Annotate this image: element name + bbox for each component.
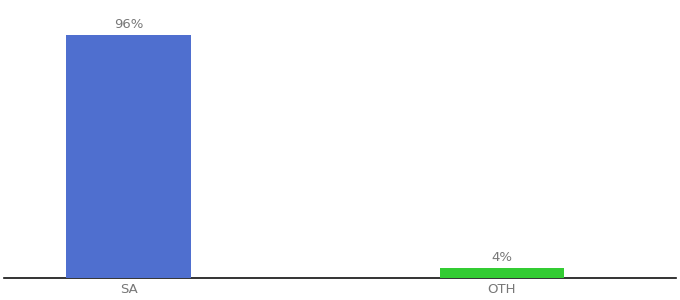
Text: 96%: 96% [114, 18, 143, 31]
Bar [439, 268, 564, 278]
Text: 4%: 4% [491, 251, 512, 264]
Bar [67, 34, 191, 278]
